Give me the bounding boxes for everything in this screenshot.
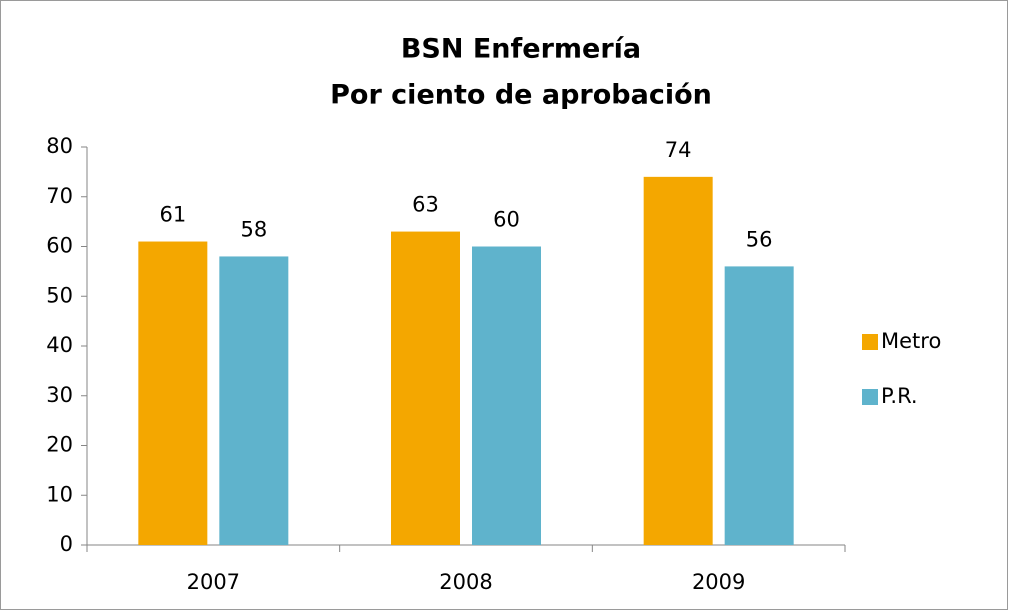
y-tick-label: 10 bbox=[46, 482, 73, 506]
y-tick-label: 70 bbox=[46, 184, 73, 208]
y-tick-label: 20 bbox=[46, 433, 73, 457]
y-tick-label: 0 bbox=[60, 532, 73, 556]
legend-label: Metro bbox=[881, 329, 941, 353]
legend-label: P.R. bbox=[881, 384, 918, 408]
data-label: 61 bbox=[159, 203, 186, 227]
x-tick-label: 2009 bbox=[692, 570, 745, 594]
data-label: 58 bbox=[240, 217, 267, 241]
bar bbox=[138, 241, 208, 545]
y-tick-label: 50 bbox=[46, 283, 73, 307]
chart-title: Por ciento de aprobación bbox=[330, 80, 712, 111]
bar bbox=[391, 231, 460, 545]
y-tick-label: 80 bbox=[46, 134, 73, 158]
data-label: 63 bbox=[412, 193, 439, 217]
legend-swatch bbox=[862, 334, 878, 350]
y-tick-label: 40 bbox=[46, 333, 73, 357]
x-tick-label: 2007 bbox=[187, 570, 240, 594]
bar bbox=[219, 256, 289, 545]
data-label: 60 bbox=[493, 208, 520, 232]
data-label: 56 bbox=[746, 227, 773, 251]
chart-title: BSN Enfermería bbox=[401, 34, 641, 65]
legend-swatch bbox=[862, 389, 878, 405]
bar bbox=[472, 246, 541, 545]
x-tick-label: 2008 bbox=[439, 570, 492, 594]
data-label: 74 bbox=[665, 138, 692, 162]
y-tick-label: 60 bbox=[46, 234, 73, 258]
y-tick-label: 30 bbox=[46, 383, 73, 407]
bar bbox=[643, 176, 713, 545]
bar bbox=[724, 266, 794, 545]
